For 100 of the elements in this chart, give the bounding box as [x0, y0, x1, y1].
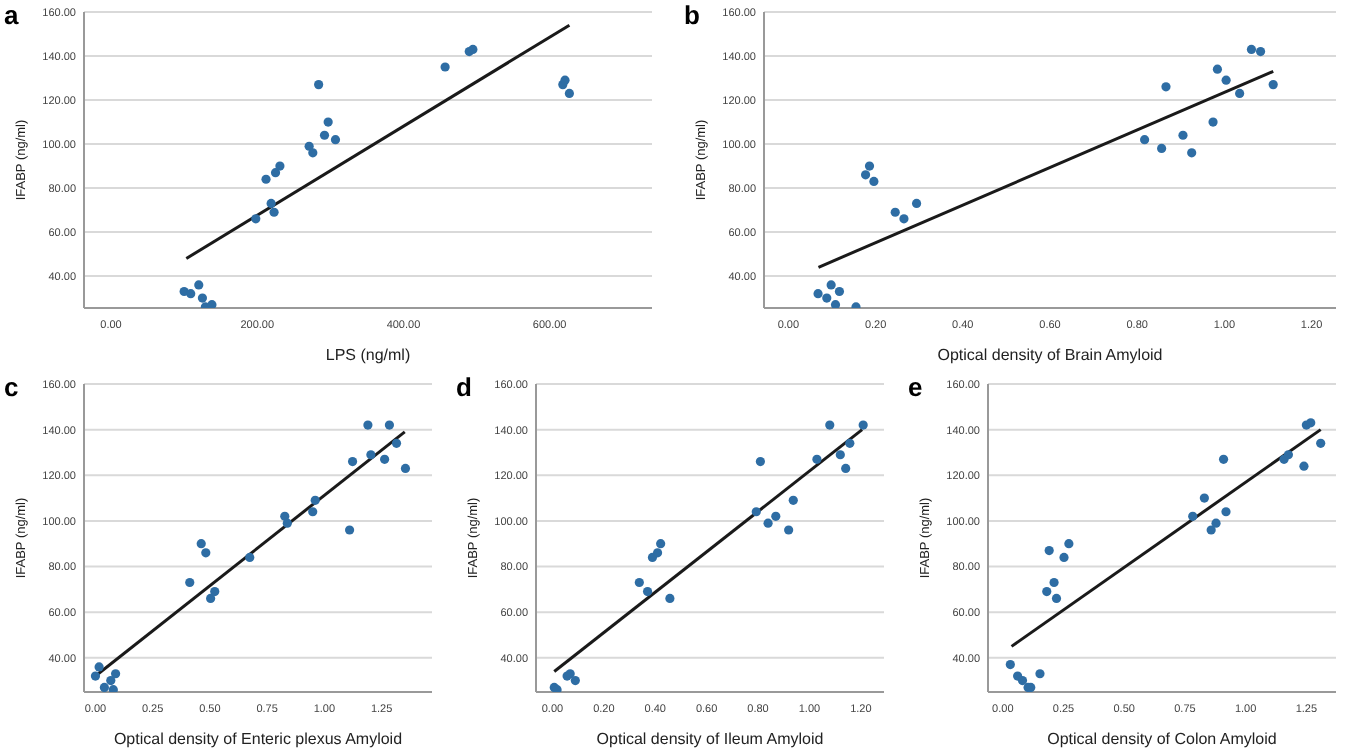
point: [384, 420, 395, 430]
point: [1316, 438, 1326, 448]
point: [1161, 82, 1171, 92]
point: [280, 511, 290, 521]
point: [835, 450, 845, 460]
point: [1188, 511, 1198, 521]
point: [830, 300, 841, 308]
point: [899, 214, 909, 224]
point: [197, 293, 208, 303]
point: [1049, 577, 1059, 588]
chart-title: a: [4, 0, 19, 30]
point: [282, 518, 292, 528]
point: [826, 280, 836, 290]
point: [391, 438, 402, 448]
point: [642, 587, 653, 597]
point: [1044, 545, 1054, 556]
point: [90, 671, 101, 681]
point: [1064, 539, 1074, 549]
point: [344, 525, 355, 535]
point: [1211, 518, 1221, 528]
x-axis-title: LPS (ng/ml): [325, 346, 411, 364]
point: [822, 293, 832, 303]
point: [1206, 525, 1216, 535]
point: [1199, 493, 1209, 503]
point: [864, 161, 875, 171]
point: [564, 88, 574, 99]
point: [269, 207, 279, 217]
point: [1140, 135, 1150, 145]
point: [275, 161, 285, 171]
point: [858, 420, 868, 430]
point: [860, 170, 871, 180]
point: [266, 198, 276, 209]
x-axis-title: Optical density of Ileum Amyloid: [596, 730, 824, 748]
point: [245, 552, 255, 562]
point: [834, 286, 845, 297]
point: [911, 198, 922, 209]
point: [1059, 552, 1069, 562]
chart-title: b: [684, 0, 700, 30]
point: [656, 539, 666, 549]
point: [751, 507, 761, 517]
point: [196, 539, 206, 549]
point: [210, 587, 220, 597]
point: [1157, 143, 1167, 154]
point: [110, 669, 121, 679]
point: [1221, 75, 1231, 85]
point: [347, 456, 358, 467]
point: [560, 75, 570, 85]
point: [1187, 148, 1197, 158]
point: [755, 456, 765, 467]
point: [1268, 80, 1278, 90]
chart-title: e: [908, 372, 923, 402]
point: [186, 289, 196, 299]
point: [788, 495, 798, 505]
point: [1221, 507, 1231, 517]
point: [1306, 418, 1316, 428]
point: [1178, 130, 1188, 140]
point: [771, 511, 781, 521]
point: [194, 280, 204, 290]
point: [1005, 660, 1015, 670]
chart-title: d: [456, 372, 472, 402]
point: [323, 117, 333, 127]
point: [1299, 461, 1309, 471]
point: [380, 454, 390, 464]
point: [813, 289, 823, 299]
point: [665, 593, 675, 604]
point: [1042, 587, 1052, 597]
point: [812, 454, 822, 464]
point: [363, 420, 373, 430]
point: [207, 300, 217, 308]
point: [890, 207, 900, 217]
point: [94, 662, 104, 672]
point: [1246, 44, 1257, 55]
x-axis-title: Optical density of Colon Amyloid: [1047, 730, 1277, 748]
point: [634, 577, 644, 588]
point: [106, 675, 116, 686]
point: [201, 548, 211, 558]
point: [308, 148, 318, 158]
point: [99, 682, 109, 692]
point: [1017, 675, 1028, 686]
x-axis-title: Optical density of Brain Amyloid: [937, 346, 1163, 364]
point: [330, 135, 341, 145]
point: [1212, 64, 1223, 74]
point: [784, 525, 794, 535]
point: [440, 62, 450, 72]
point: [869, 176, 879, 187]
point: [763, 518, 773, 528]
point: [310, 495, 320, 505]
point: [1255, 47, 1266, 57]
point: [825, 420, 835, 430]
point: [652, 548, 663, 558]
point: [400, 463, 411, 474]
point: [845, 438, 855, 448]
point: [570, 675, 580, 686]
chart-title: c: [4, 372, 19, 402]
point: [308, 507, 318, 517]
point: [314, 80, 324, 90]
point: [251, 214, 261, 224]
point: [185, 577, 195, 588]
point: [1218, 454, 1229, 464]
point: [366, 450, 376, 460]
